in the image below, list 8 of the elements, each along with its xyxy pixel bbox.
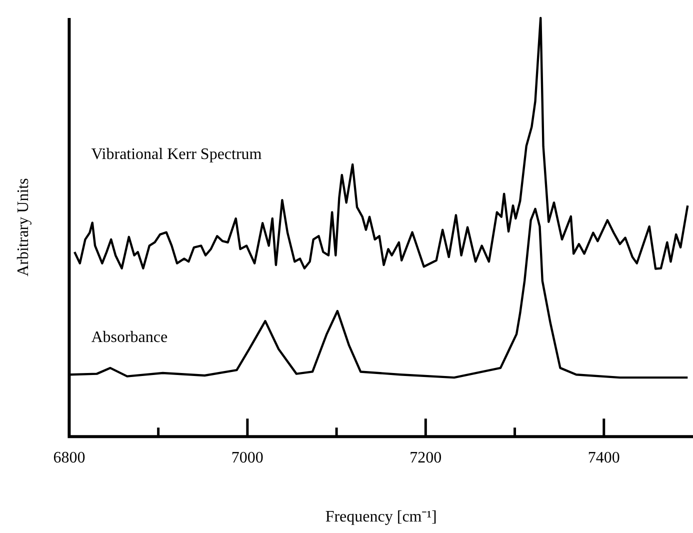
text: Vibrational Kerr Spectrum bbox=[91, 146, 262, 163]
x-tick-label: 7200 bbox=[410, 449, 442, 466]
x-tick-label: 7000 bbox=[231, 449, 264, 466]
x-tick-label: 6800 bbox=[53, 449, 86, 466]
x-tick-label: 7400 bbox=[588, 449, 620, 466]
x-axis-title: Frequency [cm⁻¹] bbox=[325, 508, 437, 526]
y-axis-title: Arbitrary Units bbox=[14, 178, 32, 276]
series-label: Absorbance bbox=[91, 329, 168, 346]
